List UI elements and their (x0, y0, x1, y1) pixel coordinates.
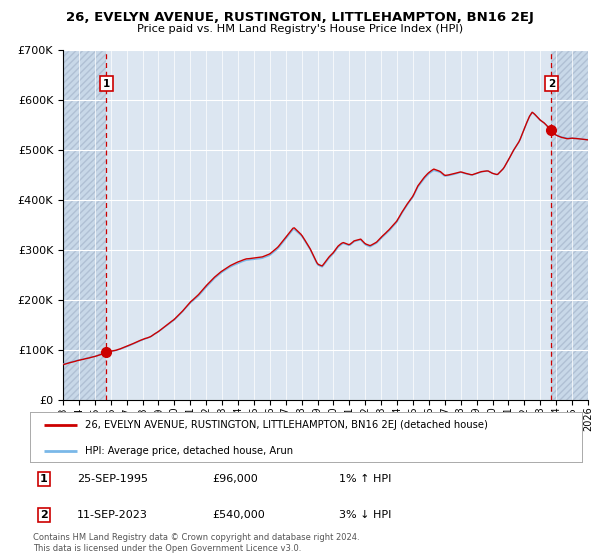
Text: 26, EVELYN AVENUE, RUSTINGTON, LITTLEHAMPTON, BN16 2EJ: 26, EVELYN AVENUE, RUSTINGTON, LITTLEHAM… (66, 11, 534, 24)
Text: 25-SEP-1995: 25-SEP-1995 (77, 474, 148, 484)
Text: Contains HM Land Registry data © Crown copyright and database right 2024.
This d: Contains HM Land Registry data © Crown c… (33, 533, 359, 553)
Text: 1: 1 (103, 78, 110, 88)
Text: 26, EVELYN AVENUE, RUSTINGTON, LITTLEHAMPTON, BN16 2EJ (detached house): 26, EVELYN AVENUE, RUSTINGTON, LITTLEHAM… (85, 420, 488, 430)
Text: Price paid vs. HM Land Registry's House Price Index (HPI): Price paid vs. HM Land Registry's House … (137, 24, 463, 34)
Text: 1% ↑ HPI: 1% ↑ HPI (339, 474, 391, 484)
Text: 11-SEP-2023: 11-SEP-2023 (77, 510, 148, 520)
Text: 2: 2 (548, 78, 555, 88)
Bar (551, 50, 588, 400)
Text: 1: 1 (40, 474, 47, 484)
Text: £540,000: £540,000 (212, 510, 265, 520)
Text: 3% ↓ HPI: 3% ↓ HPI (339, 510, 391, 520)
Text: 2: 2 (40, 510, 47, 520)
Text: HPI: Average price, detached house, Arun: HPI: Average price, detached house, Arun (85, 446, 293, 456)
Text: £96,000: £96,000 (212, 474, 258, 484)
Bar (63, 50, 106, 400)
